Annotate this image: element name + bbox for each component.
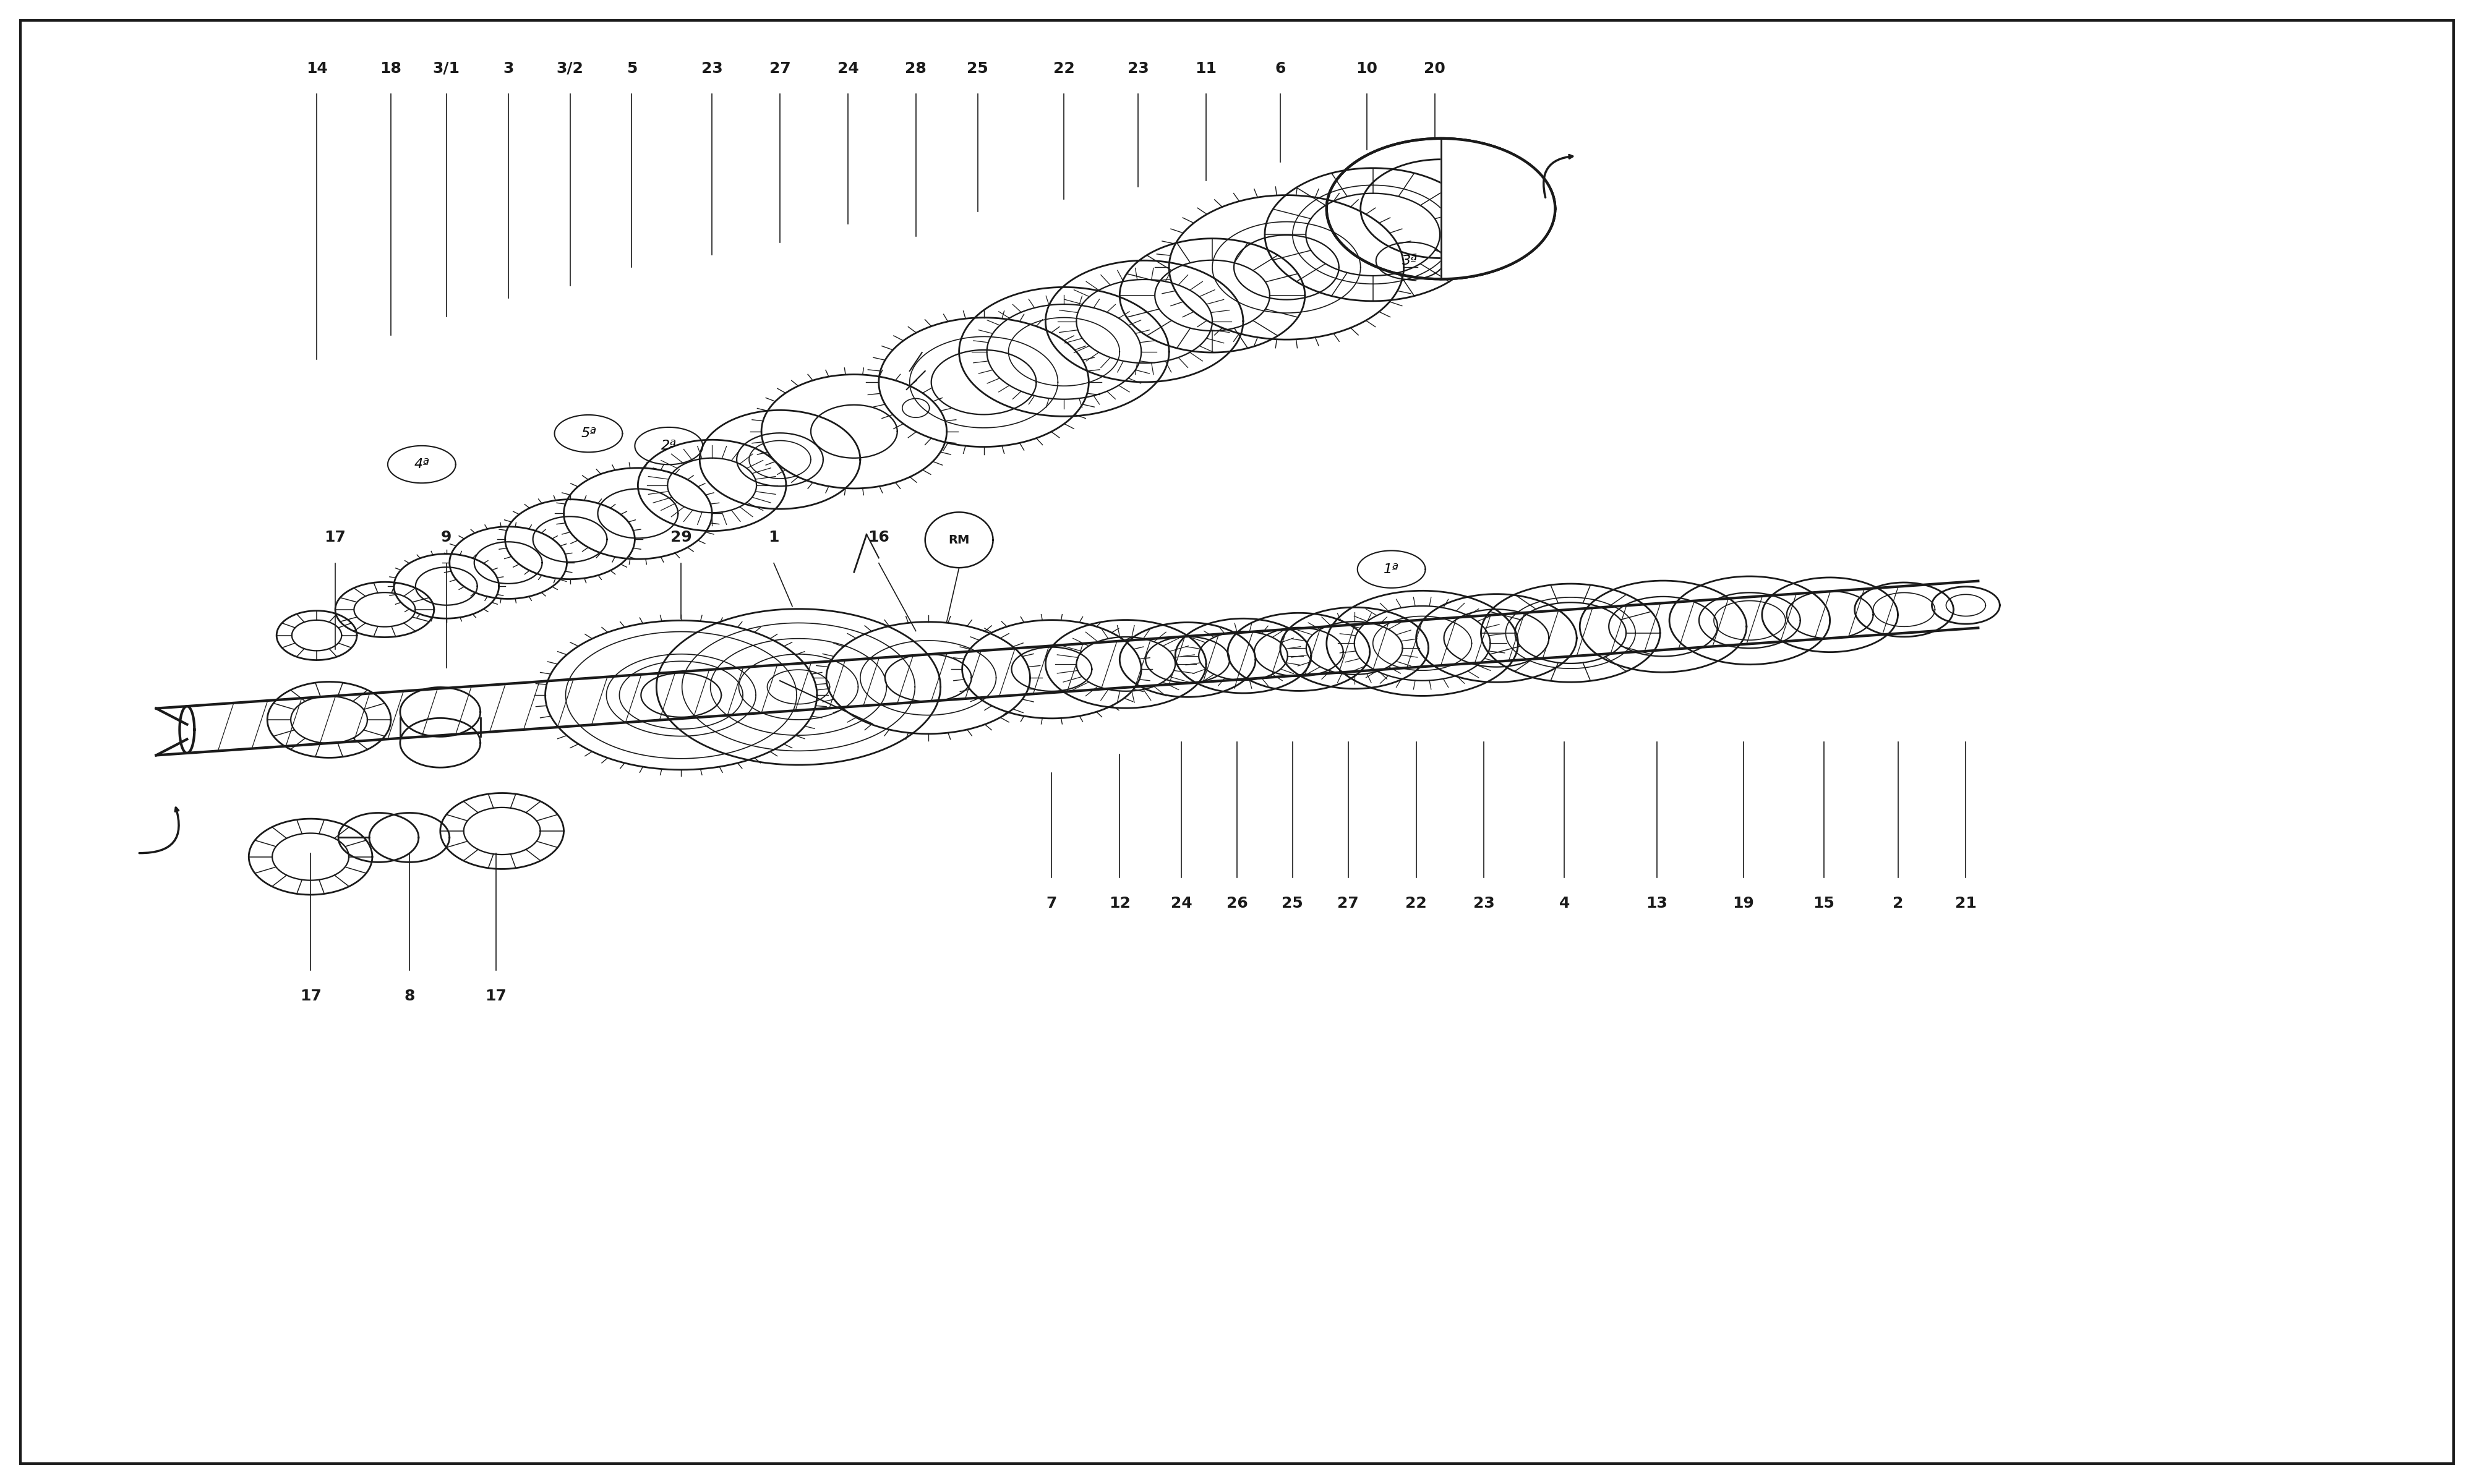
Text: 10: 10 [1356, 61, 1378, 76]
Text: 25: 25 [967, 61, 987, 76]
Text: 13: 13 [1645, 896, 1667, 911]
Text: 9: 9 [440, 530, 453, 545]
Text: 5ª: 5ª [581, 427, 596, 439]
Text: 21: 21 [1954, 896, 1977, 911]
Text: 20: 20 [1425, 61, 1445, 76]
Text: 23: 23 [1475, 896, 1494, 911]
Polygon shape [1440, 138, 1556, 279]
Text: 26: 26 [1227, 896, 1247, 911]
Text: 5: 5 [626, 61, 638, 76]
Text: 3: 3 [502, 61, 515, 76]
Text: 1: 1 [769, 530, 779, 545]
Text: 25: 25 [1282, 896, 1304, 911]
Text: 4ª: 4ª [413, 459, 430, 470]
Text: 4: 4 [1559, 896, 1569, 911]
Text: 16: 16 [868, 530, 891, 545]
Text: 8: 8 [403, 988, 416, 1003]
Text: 23: 23 [1128, 61, 1148, 76]
Text: 3/1: 3/1 [433, 61, 460, 76]
Text: 11: 11 [1195, 61, 1217, 76]
Text: 27: 27 [1338, 896, 1358, 911]
Text: 14: 14 [307, 61, 327, 76]
Text: 22: 22 [1054, 61, 1074, 76]
Text: 17: 17 [299, 988, 322, 1003]
Text: 17: 17 [485, 988, 507, 1003]
Text: 18: 18 [381, 61, 401, 76]
Text: 1ª: 1ª [1383, 562, 1398, 576]
Text: 24: 24 [836, 61, 858, 76]
Text: 3/2: 3/2 [557, 61, 584, 76]
Text: 29: 29 [670, 530, 693, 545]
Text: 3ª: 3ª [1403, 255, 1418, 267]
Text: 12: 12 [1108, 896, 1131, 911]
Text: 17: 17 [324, 530, 346, 545]
Text: 28: 28 [905, 61, 928, 76]
Text: 27: 27 [769, 61, 792, 76]
Text: 19: 19 [1732, 896, 1754, 911]
Text: 15: 15 [1813, 896, 1836, 911]
Text: 2ª: 2ª [661, 439, 675, 453]
Text: 7: 7 [1047, 896, 1056, 911]
Text: 23: 23 [700, 61, 722, 76]
Polygon shape [1326, 138, 1556, 279]
Text: 22: 22 [1405, 896, 1427, 911]
Text: 24: 24 [1170, 896, 1192, 911]
Text: 6: 6 [1274, 61, 1286, 76]
Text: RM: RM [948, 534, 970, 546]
Text: 2: 2 [1893, 896, 1903, 911]
